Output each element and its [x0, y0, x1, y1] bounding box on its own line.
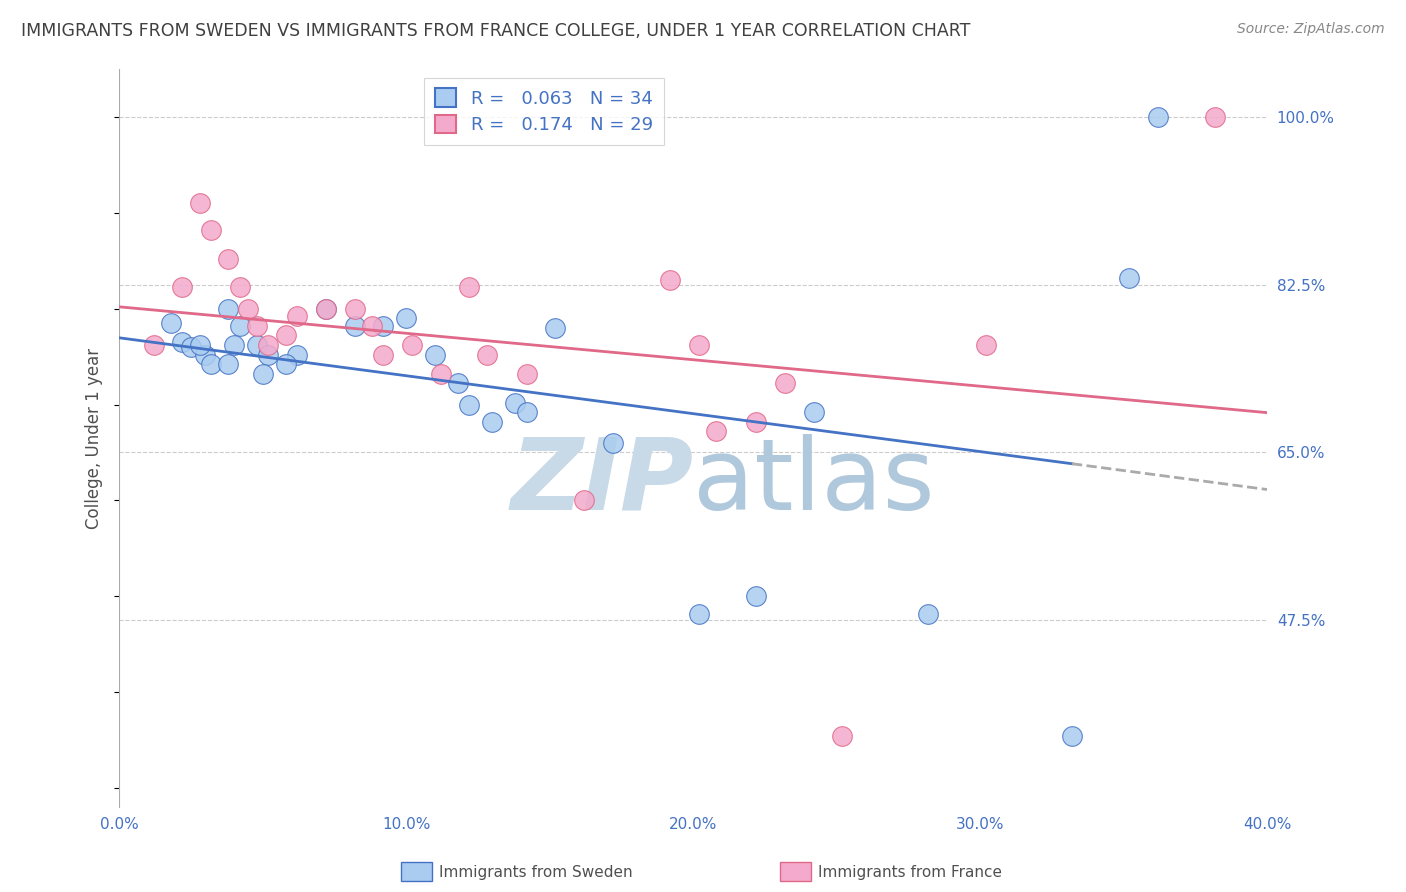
Point [194, 348, 217, 362]
Point [475, 348, 498, 362]
Point [246, 338, 269, 352]
Point [659, 273, 682, 287]
Point [172, 280, 194, 294]
Point [1118, 270, 1140, 285]
Point [200, 357, 222, 371]
Point [343, 318, 366, 333]
Text: Source: ZipAtlas.com: Source: ZipAtlas.com [1237, 22, 1385, 37]
Point [360, 318, 382, 333]
Point [917, 607, 939, 621]
Point [217, 357, 239, 371]
Point [688, 338, 710, 352]
Point [229, 280, 252, 294]
Y-axis label: College, Under 1 year: College, Under 1 year [86, 348, 103, 529]
Point [343, 301, 366, 316]
Point [516, 405, 538, 419]
Point [704, 425, 727, 439]
Point [401, 338, 423, 352]
Text: Immigrants from Sweden: Immigrants from Sweden [439, 865, 633, 880]
Point [180, 340, 202, 354]
Point [246, 318, 269, 333]
Point [315, 301, 337, 316]
Point [285, 309, 308, 323]
Point [773, 376, 796, 391]
Point [602, 436, 624, 450]
Point [200, 223, 222, 237]
Text: IMMIGRANTS FROM SWEDEN VS IMMIGRANTS FROM FRANCE COLLEGE, UNDER 1 YEAR CORRELATI: IMMIGRANTS FROM SWEDEN VS IMMIGRANTS FRO… [21, 22, 970, 40]
Point [423, 348, 446, 362]
Point [688, 607, 710, 621]
Point [1060, 729, 1083, 743]
Point [257, 338, 280, 352]
Point [572, 493, 595, 508]
Point [458, 397, 481, 411]
Point [172, 335, 194, 350]
Point [503, 395, 526, 409]
Point [315, 301, 337, 316]
Legend: R =   0.063   N = 34, R =   0.174   N = 29: R = 0.063 N = 34, R = 0.174 N = 29 [425, 78, 664, 145]
Text: ZIP: ZIP [510, 434, 693, 531]
Point [160, 316, 183, 330]
Point [447, 376, 470, 391]
Point [1147, 110, 1170, 124]
Point [1204, 110, 1226, 124]
Point [544, 320, 567, 334]
Point [803, 405, 825, 419]
Point [274, 357, 297, 371]
Point [974, 338, 997, 352]
Text: Immigrants from France: Immigrants from France [818, 865, 1002, 880]
Point [395, 311, 418, 326]
Point [252, 367, 274, 381]
Point [373, 318, 395, 333]
Point [238, 301, 260, 316]
Point [274, 328, 297, 343]
Point [142, 338, 165, 352]
Text: atlas: atlas [693, 434, 935, 531]
Point [229, 318, 252, 333]
Point [429, 367, 451, 381]
Point [516, 367, 538, 381]
Point [745, 415, 768, 429]
Point [373, 348, 395, 362]
Point [458, 280, 481, 294]
Point [188, 195, 211, 210]
Point [257, 348, 280, 362]
Point [217, 252, 239, 266]
Point [831, 729, 853, 743]
Point [188, 338, 211, 352]
Point [285, 348, 308, 362]
Point [745, 590, 768, 604]
Point [481, 415, 503, 429]
Point [222, 338, 245, 352]
Point [217, 301, 239, 316]
